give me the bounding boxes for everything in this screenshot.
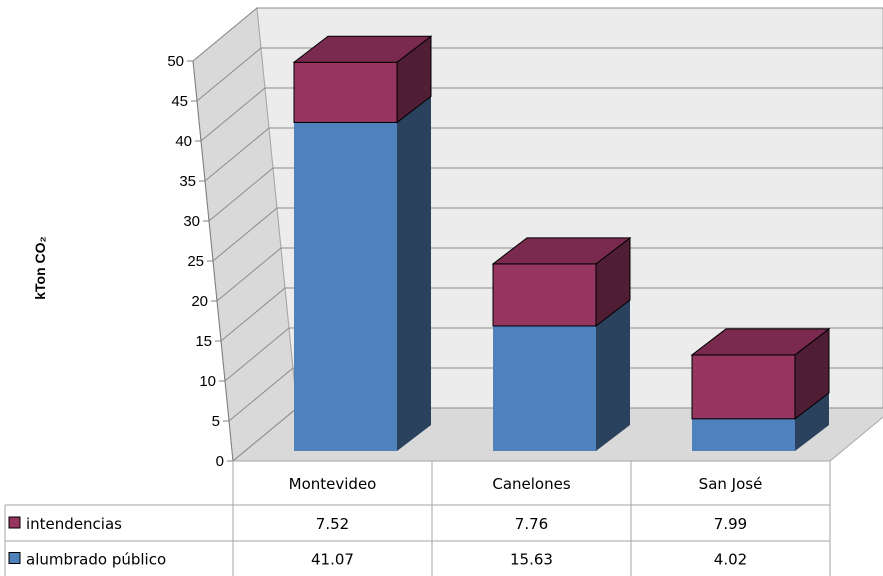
gridline: [204, 127, 883, 182]
y-axis: 0 5 10 15 20 25 30 35 40 45 50: [167, 53, 234, 470]
gridline: [196, 47, 883, 102]
y-axis-line: [192, 60, 234, 462]
category-label: Montevideo: [289, 475, 377, 493]
legend-key: [8, 516, 21, 529]
gridline: [208, 167, 883, 222]
legend-label: alumbrado público: [26, 551, 166, 569]
y-axis-title: kTon CO₂: [32, 236, 48, 300]
bar-front: [293, 61, 398, 123]
bar-top: [690, 328, 831, 356]
bar-side: [596, 299, 630, 451]
gridline: [200, 87, 883, 142]
y-tick-label: 35: [179, 173, 196, 190]
legend-label: intendencias: [26, 515, 122, 533]
table-value: 7.99: [714, 515, 747, 533]
y-tick-label: 30: [183, 213, 200, 230]
bar-front: [294, 122, 397, 451]
gridlines: [192, 7, 883, 462]
y-tick-label: 20: [191, 293, 208, 310]
category-label: Canelones: [492, 475, 570, 493]
gridline: [228, 367, 883, 422]
y-tick-label: 50: [167, 53, 184, 70]
gridline: [224, 327, 883, 382]
bars: [292, 35, 831, 451]
bar-side: [397, 96, 431, 451]
table-value: 7.52: [316, 515, 349, 533]
y-tick-label: 40: [175, 133, 192, 150]
category-label: San José: [699, 475, 763, 493]
y-tick-label: 15: [195, 333, 212, 350]
gridline: [216, 247, 883, 302]
bar-side: [795, 392, 829, 451]
bar-front: [492, 263, 597, 327]
gridline: [212, 207, 883, 262]
bar-front: [692, 418, 795, 451]
legend-key: [8, 552, 21, 564]
table-value: 15.63: [510, 551, 553, 569]
bar-top: [491, 237, 632, 265]
bar-front: [691, 354, 796, 420]
y-tick-label: 5: [212, 413, 220, 430]
table-bg: [233, 461, 830, 576]
y-tick-label: 45: [171, 93, 188, 110]
bar-front: [493, 325, 596, 451]
y-tick-label: 25: [187, 253, 204, 270]
y-tick-label: 10: [199, 373, 216, 390]
gridline: [192, 7, 883, 62]
table-value: 7.76: [515, 515, 548, 533]
gridline: [220, 287, 883, 342]
table-value: 4.02: [714, 551, 747, 569]
data-table: Montevideo Canelones San José intendencias 7…: [4, 460, 831, 576]
bar-top: [292, 35, 433, 63]
y-tick-label: 0: [216, 453, 224, 470]
table-value: 41.07: [311, 551, 354, 569]
